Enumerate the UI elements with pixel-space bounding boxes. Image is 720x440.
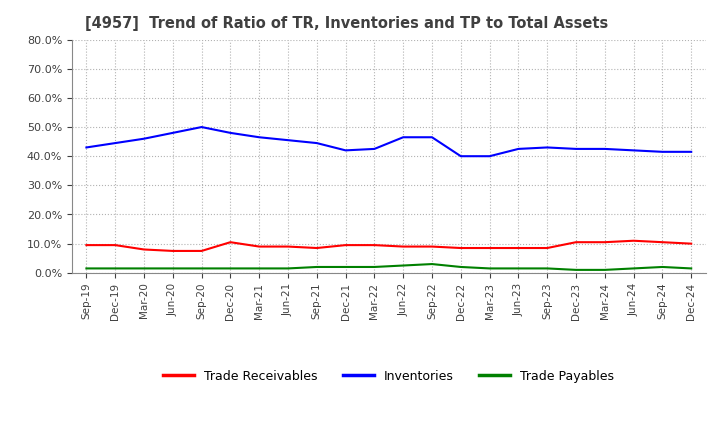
Inventories — [600, 146, 609, 151]
Inventories — [255, 135, 264, 140]
Inventories — [226, 130, 235, 136]
Trade Receivables — [111, 242, 120, 248]
Trade Receivables — [428, 244, 436, 249]
Trade Receivables — [543, 246, 552, 251]
Inventories — [370, 146, 379, 151]
Inventories — [312, 140, 321, 146]
Trade Payables — [168, 266, 177, 271]
Inventories — [197, 125, 206, 130]
Inventories — [111, 140, 120, 146]
Trade Payables — [255, 266, 264, 271]
Inventories — [572, 146, 580, 151]
Trade Payables — [111, 266, 120, 271]
Trade Receivables — [572, 239, 580, 245]
Inventories — [543, 145, 552, 150]
Trade Payables — [82, 266, 91, 271]
Trade Receivables — [168, 248, 177, 253]
Trade Payables — [226, 266, 235, 271]
Trade Payables — [514, 266, 523, 271]
Inventories — [140, 136, 148, 141]
Inventories — [658, 149, 667, 154]
Line: Trade Payables: Trade Payables — [86, 264, 691, 270]
Trade Receivables — [399, 244, 408, 249]
Trade Receivables — [226, 239, 235, 245]
Inventories — [485, 154, 494, 159]
Inventories — [82, 145, 91, 150]
Trade Payables — [312, 264, 321, 270]
Trade Receivables — [687, 241, 696, 246]
Trade Payables — [629, 266, 638, 271]
Trade Payables — [456, 264, 465, 270]
Trade Receivables — [140, 247, 148, 252]
Inventories — [399, 135, 408, 140]
Trade Payables — [485, 266, 494, 271]
Trade Receivables — [255, 244, 264, 249]
Trade Receivables — [370, 242, 379, 248]
Trade Receivables — [284, 244, 292, 249]
Inventories — [456, 154, 465, 159]
Inventories — [629, 148, 638, 153]
Trade Receivables — [197, 248, 206, 253]
Inventories — [514, 146, 523, 151]
Trade Receivables — [312, 246, 321, 251]
Line: Trade Receivables: Trade Receivables — [86, 241, 691, 251]
Trade Receivables — [341, 242, 350, 248]
Trade Payables — [197, 266, 206, 271]
Inventories — [284, 138, 292, 143]
Inventories — [168, 130, 177, 136]
Trade Receivables — [456, 246, 465, 251]
Trade Payables — [658, 264, 667, 270]
Trade Receivables — [514, 246, 523, 251]
Trade Payables — [370, 264, 379, 270]
Trade Payables — [399, 263, 408, 268]
Trade Receivables — [485, 246, 494, 251]
Trade Receivables — [629, 238, 638, 243]
Trade Payables — [428, 261, 436, 267]
Inventories — [687, 149, 696, 154]
Trade Payables — [284, 266, 292, 271]
Trade Payables — [543, 266, 552, 271]
Text: [4957]  Trend of Ratio of TR, Inventories and TP to Total Assets: [4957] Trend of Ratio of TR, Inventories… — [85, 16, 608, 32]
Trade Payables — [687, 266, 696, 271]
Trade Payables — [600, 267, 609, 272]
Legend: Trade Receivables, Inventories, Trade Payables: Trade Receivables, Inventories, Trade Pa… — [158, 365, 619, 388]
Trade Receivables — [600, 239, 609, 245]
Line: Inventories: Inventories — [86, 127, 691, 156]
Trade Receivables — [82, 242, 91, 248]
Trade Receivables — [658, 239, 667, 245]
Inventories — [428, 135, 436, 140]
Inventories — [341, 148, 350, 153]
Trade Payables — [140, 266, 148, 271]
Trade Payables — [572, 267, 580, 272]
Trade Payables — [341, 264, 350, 270]
